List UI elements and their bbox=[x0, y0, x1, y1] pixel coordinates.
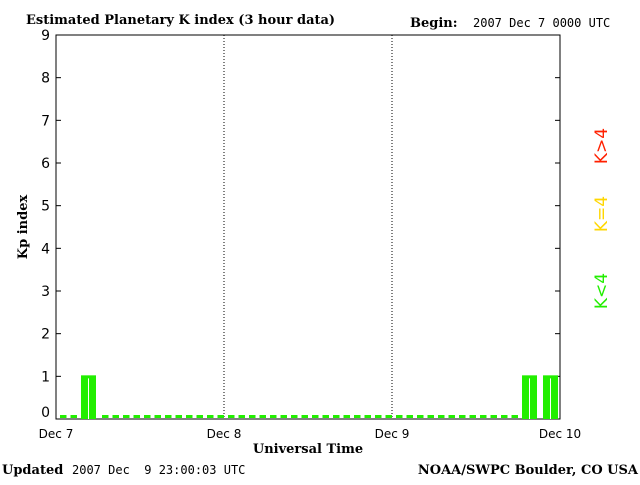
kp-bar-zero bbox=[291, 415, 298, 418]
kp-bar-zero bbox=[112, 415, 119, 418]
kp-bar-zero bbox=[511, 415, 518, 418]
kp-bar-zero bbox=[186, 415, 193, 418]
source-credit: NOAA/SWPC Boulder, CO USA bbox=[418, 463, 639, 478]
kp-bar-zero bbox=[280, 415, 287, 418]
kp-bar-zero bbox=[154, 415, 161, 418]
kp-bar-zero bbox=[322, 415, 329, 418]
plot-frame bbox=[55, 34, 561, 420]
kp-bar-zero bbox=[480, 415, 487, 418]
kp-bar-zero bbox=[238, 415, 245, 418]
legend-k-greater-4: K>4 bbox=[592, 128, 612, 164]
kp-bar-zero bbox=[207, 415, 214, 418]
y-tick-label: 1 bbox=[41, 369, 50, 385]
kp-bar-zero bbox=[60, 415, 67, 418]
kp-bar-zero bbox=[217, 415, 224, 418]
kp-bar-zero bbox=[165, 415, 172, 418]
y-axis: 0 1 2 3 4 5 6 7 8 9 bbox=[41, 28, 560, 421]
x-tick-label: Dec 9 bbox=[375, 427, 410, 441]
kp-bar-zero bbox=[459, 415, 466, 418]
kp-bars bbox=[60, 375, 558, 419]
y-tick-label: 6 bbox=[41, 156, 50, 172]
kp-bar-zero bbox=[123, 415, 130, 418]
y-tick-label: 0 bbox=[41, 405, 50, 421]
legend-k-equal-4: K=4 bbox=[592, 196, 612, 232]
kp-bar-zero bbox=[490, 415, 497, 418]
y-tick-label: 4 bbox=[41, 241, 50, 257]
x-tick-label: Dec 8 bbox=[207, 427, 242, 441]
chart-title: Estimated Planetary K index (3 hour data… bbox=[26, 13, 335, 28]
kp-bar-zero bbox=[354, 415, 361, 418]
x-axis-title: Universal Time bbox=[253, 442, 363, 457]
kp-bar-zero bbox=[385, 415, 392, 418]
kp-bar-zero bbox=[406, 415, 413, 418]
updated-label: Updated bbox=[2, 463, 63, 478]
kp-bar-zero bbox=[427, 415, 434, 418]
kp-bar-zero bbox=[144, 415, 151, 418]
kp-bar-zero bbox=[249, 415, 256, 418]
y-axis-title: Kp index bbox=[16, 195, 31, 260]
y-tick-label: 2 bbox=[41, 327, 50, 343]
x-tick-label: Dec 10 bbox=[539, 427, 581, 441]
kp-bar-zero bbox=[417, 415, 424, 418]
x-axis: Dec 7 Dec 8 Dec 9 Dec 10 bbox=[39, 427, 581, 441]
kp-bar-zero bbox=[375, 415, 382, 418]
y-tick-label: 3 bbox=[41, 284, 50, 300]
kp-bar-zero bbox=[133, 415, 140, 418]
kp-bar-zero bbox=[175, 415, 182, 418]
y-tick-label: 8 bbox=[41, 71, 50, 87]
kp-bar-zero bbox=[196, 415, 203, 418]
kp-bar-zero bbox=[333, 415, 340, 418]
begin-label: Begin: bbox=[410, 16, 458, 31]
kp-bar-zero bbox=[270, 415, 277, 418]
legend: K>4 K=4 K<4 bbox=[592, 128, 612, 309]
kp-bar-zero bbox=[228, 415, 235, 418]
kp-bar-zero bbox=[501, 415, 508, 418]
updated-value: 2007 Dec 9 23:00:03 UTC bbox=[72, 463, 245, 477]
kp-bar-zero bbox=[301, 415, 308, 418]
kp-bar-zero bbox=[259, 415, 266, 418]
kp-bar-zero bbox=[448, 415, 455, 418]
kp-bar-zero bbox=[364, 415, 371, 418]
y-tick-label: 5 bbox=[41, 199, 50, 215]
kp-bar-zero bbox=[438, 415, 445, 418]
kp-bar-zero bbox=[70, 415, 77, 418]
x-tick-label: Dec 7 bbox=[39, 427, 74, 441]
kp-bar-zero bbox=[469, 415, 476, 418]
kp-bar-zero bbox=[312, 415, 319, 418]
y-tick-label: 7 bbox=[41, 113, 50, 129]
begin-value: 2007 Dec 7 0000 UTC bbox=[473, 16, 610, 30]
legend-k-less-4: K<4 bbox=[592, 273, 612, 309]
kp-bar-zero bbox=[102, 415, 109, 418]
kp-bar-zero bbox=[396, 415, 403, 418]
y-tick-label: 9 bbox=[41, 28, 50, 44]
kp-bar-zero bbox=[343, 415, 350, 418]
